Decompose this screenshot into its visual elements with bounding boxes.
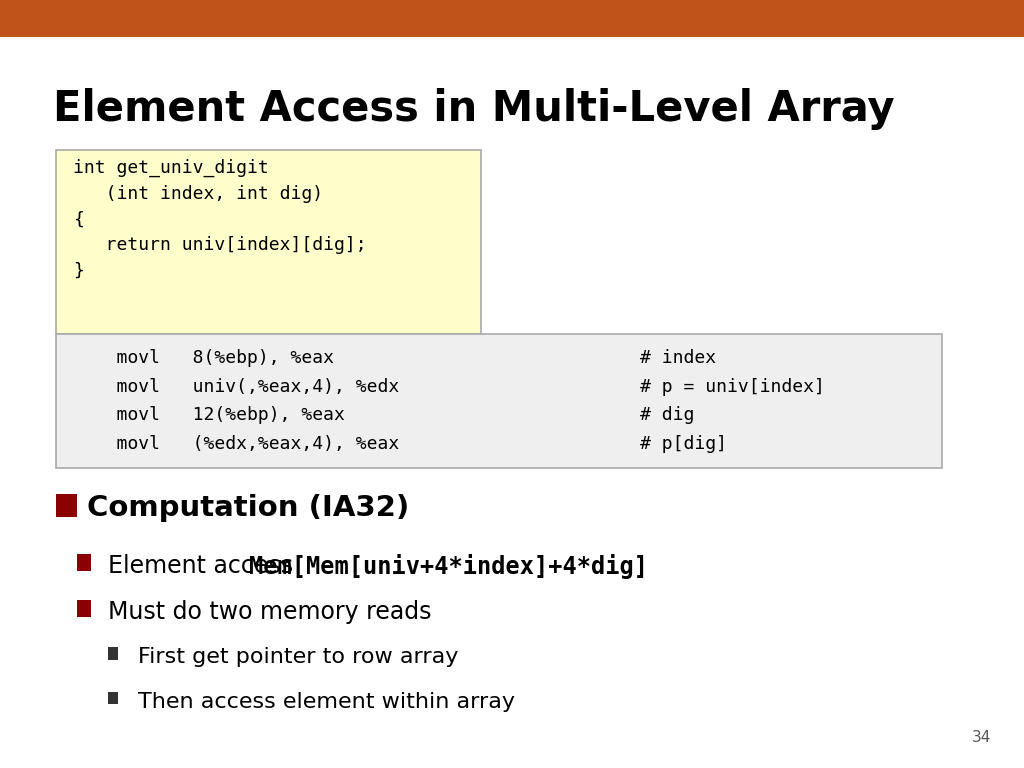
Bar xyxy=(56,494,77,517)
Text: Mem[Mem[univ+4*index]+4*dig]: Mem[Mem[univ+4*index]+4*dig] xyxy=(249,554,648,579)
Bar xyxy=(77,554,91,571)
Text: # p[dig]: # p[dig] xyxy=(640,435,727,452)
Text: Must do two memory reads: Must do two memory reads xyxy=(108,600,431,624)
Text: Computation (IA32): Computation (IA32) xyxy=(87,494,410,521)
Text: First get pointer to row array: First get pointer to row array xyxy=(138,647,459,667)
Text: movl   8(%ebp), %eax: movl 8(%ebp), %eax xyxy=(73,349,334,367)
Bar xyxy=(108,647,118,660)
Text: movl   (%edx,%eax,4), %eax: movl (%edx,%eax,4), %eax xyxy=(73,435,399,452)
Text: movl   univ(,%eax,4), %edx: movl univ(,%eax,4), %edx xyxy=(73,378,399,396)
Text: 34: 34 xyxy=(972,730,991,745)
Text: # dig: # dig xyxy=(640,406,694,424)
Text: # index: # index xyxy=(640,349,716,367)
Text: int get_univ_digit
   (int index, int dig)
{
   return univ[index][dig];
}: int get_univ_digit (int index, int dig) … xyxy=(73,159,367,280)
Text: movl   12(%ebp), %eax: movl 12(%ebp), %eax xyxy=(73,406,345,424)
Bar xyxy=(56,334,942,468)
Text: # p = univ[index]: # p = univ[index] xyxy=(640,378,825,396)
Bar xyxy=(56,150,481,334)
Text: Element Access in Multi-Level Array: Element Access in Multi-Level Array xyxy=(53,88,895,131)
Bar xyxy=(108,692,118,704)
Bar xyxy=(0,0,1024,37)
Text: Then access element within array: Then access element within array xyxy=(138,692,515,712)
Text: Element access: Element access xyxy=(108,554,300,578)
Bar xyxy=(77,600,91,617)
